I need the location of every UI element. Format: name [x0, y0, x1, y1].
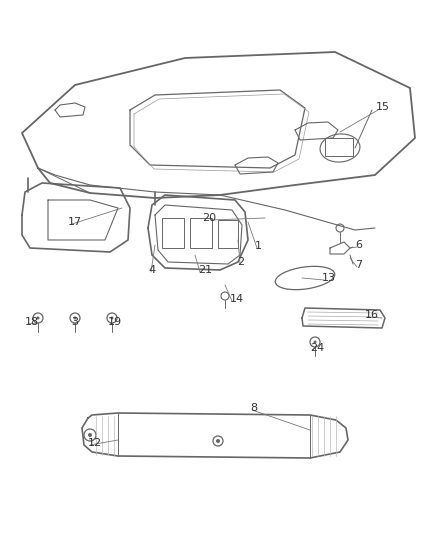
Text: 14: 14: [230, 294, 244, 304]
Circle shape: [74, 317, 77, 319]
Circle shape: [110, 317, 113, 319]
Bar: [190, 218, 212, 248]
Bar: [162, 218, 184, 248]
Text: 4: 4: [148, 265, 155, 275]
Text: 7: 7: [355, 260, 362, 270]
Bar: [325, 138, 353, 156]
Circle shape: [216, 439, 220, 443]
Text: 19: 19: [108, 317, 122, 327]
Text: 17: 17: [68, 217, 82, 227]
Text: 13: 13: [322, 273, 336, 283]
Text: 18: 18: [25, 317, 39, 327]
Text: 21: 21: [198, 265, 212, 275]
Circle shape: [88, 433, 92, 437]
Text: 8: 8: [250, 403, 257, 413]
Text: 6: 6: [355, 240, 362, 250]
Text: 12: 12: [88, 438, 102, 448]
Text: 2: 2: [237, 257, 244, 267]
Text: 24: 24: [310, 343, 324, 353]
Bar: [218, 220, 238, 248]
Text: 1: 1: [255, 241, 262, 251]
Circle shape: [314, 341, 317, 343]
Text: 3: 3: [71, 317, 78, 327]
Text: 15: 15: [376, 102, 390, 112]
Circle shape: [36, 317, 39, 319]
Text: 20: 20: [202, 213, 216, 223]
Text: 16: 16: [365, 310, 379, 320]
